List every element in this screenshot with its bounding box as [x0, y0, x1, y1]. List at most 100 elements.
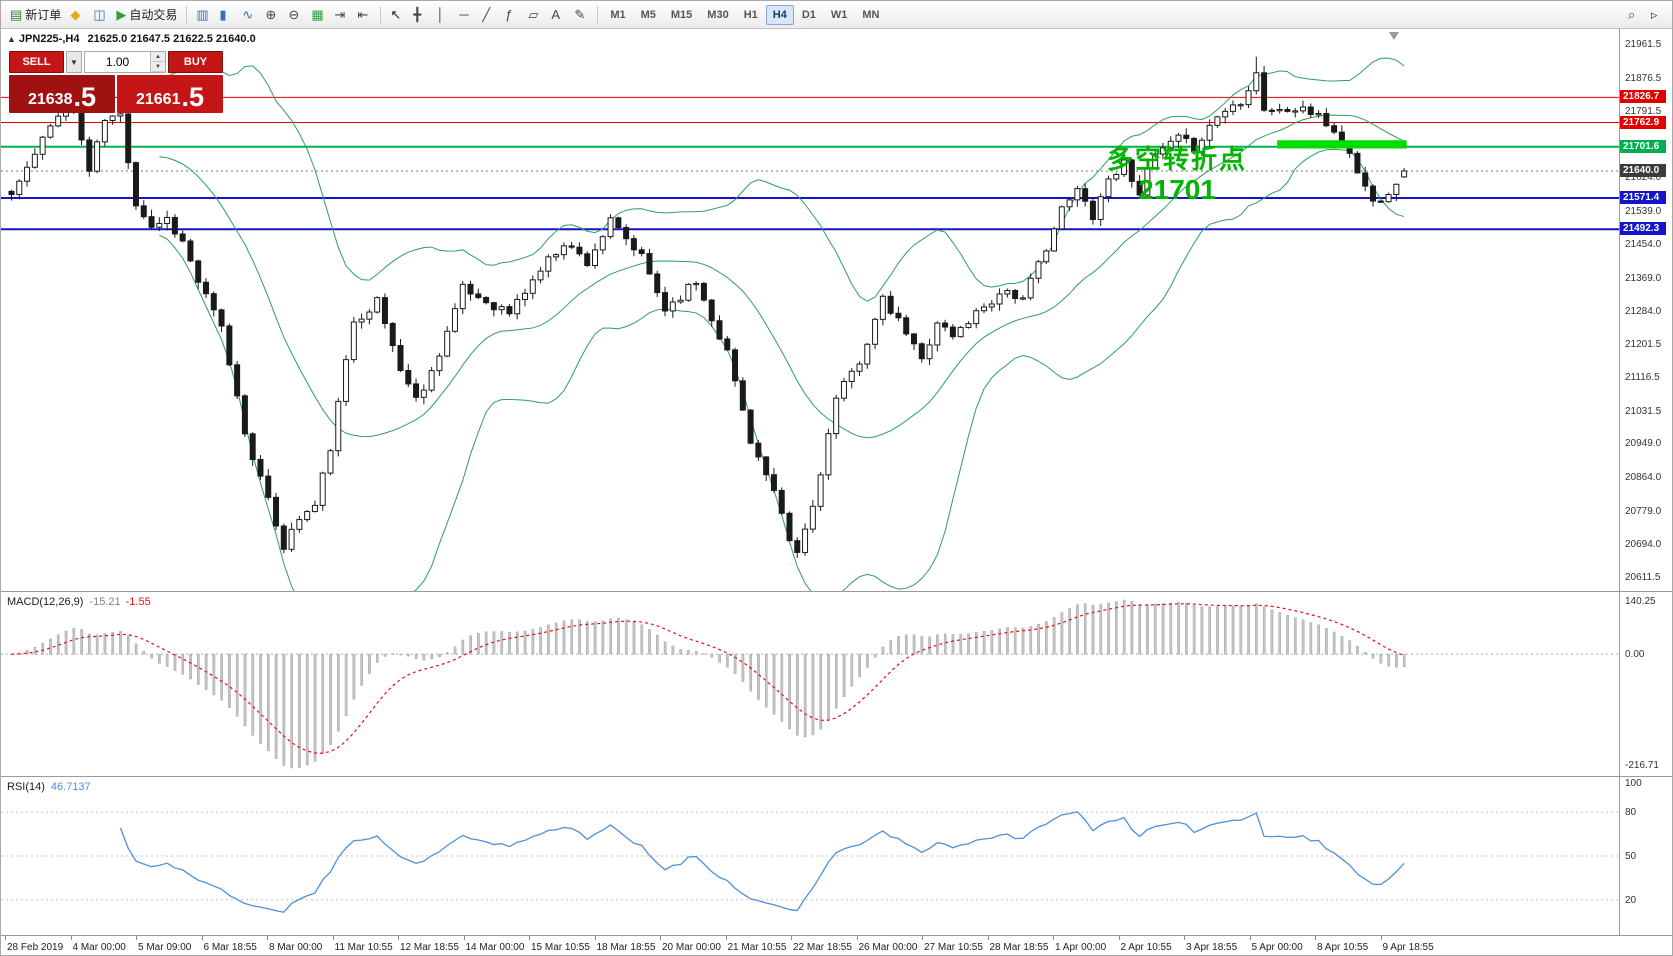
time-tick: [594, 936, 596, 940]
chart-shift-marker[interactable]: [1389, 32, 1399, 40]
auto-scroll-icon: ⇥: [334, 7, 346, 22]
fibonacci-tool-icon: ƒ: [505, 7, 513, 22]
time-tick: [463, 936, 465, 940]
time-axis[interactable]: 28 Feb 2019 4 Mar 00:00 5 Mar 09:00 6 Mar 1…: [1, 935, 1672, 955]
price-axis[interactable]: 21961.5 21876.5 21791.5 21624.0 21539.0 21454…: [1619, 29, 1672, 591]
cursor-tool-button[interactable]: ↖: [386, 4, 408, 26]
line-chart-button[interactable]: ∿: [238, 4, 260, 26]
tile-windows-icon: ▦: [311, 7, 324, 22]
horizontal-line-tool-icon: ─: [459, 7, 469, 22]
pointer-button[interactable]: ▹: [1647, 4, 1669, 26]
lot-dropdown-button[interactable]: ▼: [66, 51, 82, 73]
lot-increase-button[interactable]: ▲: [151, 52, 165, 62]
arrows-tool-icon: ✎: [574, 7, 586, 22]
timeframe-m30-button[interactable]: M30: [707, 8, 729, 21]
trendline-tool-button[interactable]: ╱: [478, 4, 500, 26]
shapes-tool-button[interactable]: ▱: [524, 4, 546, 26]
auto-scroll-button[interactable]: ⇥: [330, 4, 352, 26]
symbol-name: JPN225-,H4: [18, 33, 80, 45]
timeframe-d1-button[interactable]: D1: [801, 8, 816, 21]
time-tick: [5, 936, 6, 940]
search-button[interactable]: ⌕: [1624, 4, 1646, 26]
tile-windows-button[interactable]: ▦: [307, 4, 329, 26]
price-tick: 21284.0: [1625, 306, 1662, 318]
time-label: 11 Mar 10:55: [334, 942, 393, 953]
time-label: 12 Mar 18:55: [400, 942, 459, 953]
time-tick: [1315, 936, 1316, 940]
timeframe-m5-button[interactable]: M5: [640, 8, 656, 21]
open-chart-icon: ◆: [70, 7, 81, 22]
vertical-line-tool-icon: │: [436, 7, 445, 22]
lot-input[interactable]: [85, 52, 150, 72]
autotrading-label: 自动交易: [129, 8, 178, 22]
zoom-out-button[interactable]: ⊖: [284, 4, 306, 26]
macd-histogram: [10, 599, 1406, 769]
text-tool-button[interactable]: A: [547, 4, 569, 26]
horizontal-line-tool-button[interactable]: ─: [455, 4, 477, 26]
open-chart-button[interactable]: ◆: [66, 4, 88, 26]
time-label: 18 Mar 18:55: [596, 942, 656, 953]
fibonacci-tool-button[interactable]: ƒ: [501, 4, 523, 26]
price-tick: 20694.0: [1625, 539, 1662, 551]
timeframe-h1-button[interactable]: H1: [743, 8, 758, 21]
zoom-in-button[interactable]: ⊕: [261, 4, 283, 26]
time-label: 5 Apr 00:00: [1251, 942, 1303, 953]
time-tick: [1249, 936, 1251, 940]
buy-price-frac: .5: [181, 82, 205, 113]
buy-button[interactable]: BUY: [168, 51, 223, 73]
crosshair-tool-icon: ╋: [413, 7, 422, 22]
lot-field: ▲ ▼: [84, 51, 166, 73]
time-tick: [529, 936, 530, 940]
annotation-price: 21701: [1138, 173, 1216, 205]
buy-price-display[interactable]: 21661.5: [117, 75, 223, 113]
bar-chart-button[interactable]: ▥: [192, 4, 214, 26]
timeframe-m15-button[interactable]: M15: [670, 8, 693, 21]
candlesticks: [8, 56, 1408, 559]
rsi-value: 46.7137: [50, 781, 91, 793]
lot-decrease-button[interactable]: ▼: [151, 62, 165, 72]
sell-button[interactable]: SELL: [9, 51, 64, 73]
time-label: 2 Apr 10:55: [1120, 942, 1172, 953]
rsi-line: [119, 810, 1405, 913]
time-label: 8 Mar 00:00: [269, 942, 323, 953]
time-label: 21 Mar 10:55: [727, 942, 787, 953]
search-icon: ⌕: [1628, 7, 1636, 22]
time-label: 28 Mar 18:55: [989, 942, 1049, 953]
timeframe-mn-button[interactable]: MN: [862, 8, 880, 21]
macd-axis-label: -216.71: [1625, 760, 1659, 771]
time-label: 15 Mar 10:55: [531, 942, 590, 953]
time-tick: [398, 936, 399, 940]
buy-price-main: 21661: [135, 91, 181, 109]
arrows-tool-button[interactable]: ✎: [570, 4, 592, 26]
price-tick: 21624.0: [1625, 172, 1662, 184]
price-tick: 21791.5: [1625, 106, 1662, 118]
zoom-in-icon: ⊕: [265, 7, 277, 22]
rsi-axis-label: 100: [1625, 778, 1642, 789]
sell-price-display[interactable]: 21638.5: [9, 75, 115, 113]
new-order-button[interactable]: ▤ 新订单: [6, 4, 65, 26]
chart-shift-icon: ⇤: [357, 7, 369, 22]
crosshair-tool-button[interactable]: ╋: [409, 4, 431, 26]
toolbar: ▤ 新订单 ◆ ◫ ▶ 自动交易 ▥ ▮ ∿ ⊕ ⊖ ▦ ⇥ ⇤ ↖ ╋ │ ─ ╱ ƒ ▱ A ✎ M1 M5 M15 M30 H1…: [1, 1, 1672, 29]
new-order-label: 新订单: [25, 8, 62, 22]
time-tick: [70, 936, 72, 940]
chart-shift-button[interactable]: ⇤: [353, 4, 375, 26]
autotrading-button[interactable]: ▶ 自动交易: [112, 4, 181, 26]
timeframe-h4-button[interactable]: H4: [765, 4, 794, 25]
toolbar-separator: [186, 5, 188, 24]
candlestick-chart-button[interactable]: ▮: [215, 4, 237, 26]
rsi-svg: [1, 810, 1619, 913]
turning-point-annotation[interactable]: 多空转折点 21701: [1079, 145, 1275, 206]
time-tick: [1380, 936, 1382, 940]
time-label: 4 Mar 00:00: [72, 942, 126, 953]
macd-axis[interactable]: 140.25 0.00 -216.71: [1619, 592, 1672, 776]
turning-point-highlight[interactable]: [1277, 140, 1407, 149]
timeframe-w1-button[interactable]: W1: [830, 8, 848, 21]
rsi-axis-label: 20: [1625, 894, 1637, 906]
rsi-axis[interactable]: 100 80 50 20: [1619, 777, 1672, 935]
profiles-button[interactable]: ◫: [89, 4, 111, 26]
vertical-line-tool-button[interactable]: │: [432, 4, 454, 26]
timeframe-m1-button[interactable]: M1: [610, 8, 626, 21]
time-label: 6 Mar 18:55: [203, 942, 257, 953]
